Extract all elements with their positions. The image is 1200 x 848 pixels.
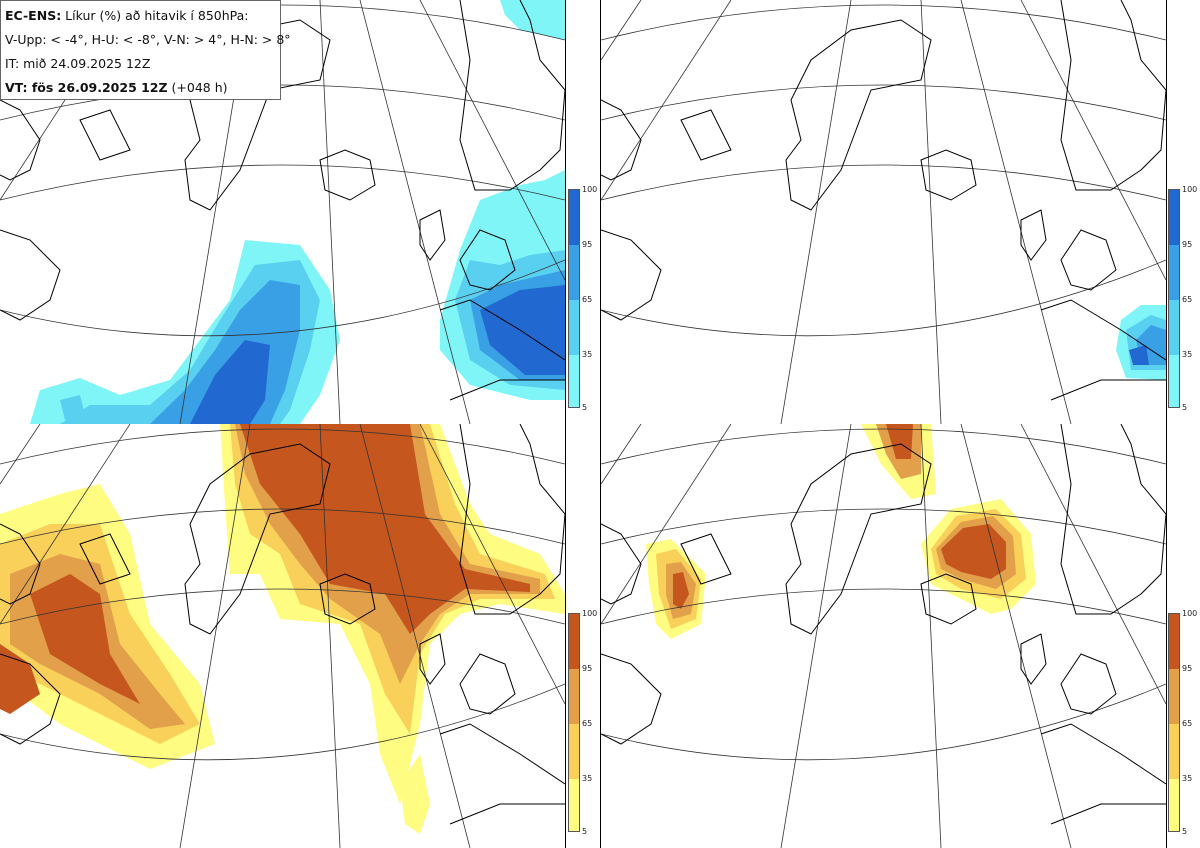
title-line: EC-ENS: Líkur (%) að hitavik í 850hPa:: [5, 4, 276, 28]
colorbar-warm-2: [1168, 613, 1180, 832]
valid-time-line: VT: fös 26.09.2025 12Z (+048 h): [5, 76, 276, 100]
tick-100: 100: [1182, 609, 1198, 618]
tick-65: 65: [1182, 719, 1193, 728]
tick-5: 5: [1182, 403, 1188, 412]
tick-95: 95: [1182, 664, 1193, 673]
colorbar-cold-2: [1168, 189, 1180, 408]
map-warm-strong: [601, 424, 1166, 848]
legend-title-box: EC-ENS: Líkur (%) að hitavik í 850hPa: V…: [0, 0, 291, 100]
lead-time: (+048 h): [167, 80, 228, 95]
tick-5: 5: [582, 827, 588, 836]
model-label: EC-ENS:: [5, 8, 62, 23]
coastlines: [601, 424, 1166, 825]
tick-5: 5: [582, 403, 588, 412]
tick-65: 65: [1182, 295, 1193, 304]
probability-shading: [1116, 305, 1166, 380]
valid-time: VT: fös 26.09.2025 12Z: [5, 80, 168, 95]
title-text: Líkur (%) að hitavik í 850hPa:: [61, 8, 249, 23]
tick-95: 95: [1182, 240, 1193, 249]
map-panel-cold-strong: [600, 0, 1167, 425]
thresholds-line: V-Upp: < -4°, H-U: < -8°, V-N: > 4°, H-N…: [5, 32, 291, 47]
tick-5: 5: [1182, 827, 1188, 836]
tick-100: 100: [582, 609, 598, 618]
coastlines: [601, 0, 1166, 401]
tick-100: 100: [582, 185, 598, 194]
probability-shading: [0, 424, 565, 834]
graticule: [601, 0, 1166, 424]
map-warm-weak: [0, 424, 565, 848]
coastlines: [0, 424, 565, 825]
tick-65: 65: [582, 719, 593, 728]
tick-65: 65: [582, 295, 593, 304]
initial-time-line: IT: mið 24.09.2025 12Z: [5, 56, 151, 71]
map-cold-weak: [0, 0, 565, 424]
tick-35: 35: [1182, 774, 1193, 783]
probability-shading: [646, 424, 1036, 639]
probability-shading: [30, 0, 565, 424]
map-panel-warm-strong: [600, 424, 1167, 848]
tick-95: 95: [582, 240, 593, 249]
tick-35: 35: [1182, 350, 1193, 359]
graticule: [601, 424, 1166, 848]
tick-100: 100: [1182, 185, 1198, 194]
map-panel-warm-weak: [0, 424, 566, 848]
map-cold-strong: [601, 0, 1166, 424]
colorbar-warm-1: [568, 613, 580, 832]
map-panel-cold-weak: EC-ENS: Líkur (%) að hitavik í 850hPa: V…: [0, 0, 566, 425]
tick-35: 35: [582, 350, 593, 359]
tick-35: 35: [582, 774, 593, 783]
tick-95: 95: [582, 664, 593, 673]
colorbar-cold-1: [568, 189, 580, 408]
graticule: [0, 424, 565, 848]
